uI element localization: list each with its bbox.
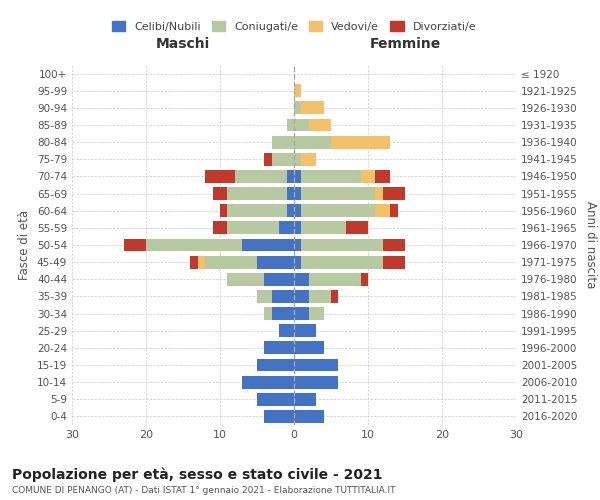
Bar <box>294 256 301 268</box>
Bar <box>294 136 331 148</box>
Y-axis label: Fasce di età: Fasce di età <box>19 210 31 280</box>
Bar <box>265 342 294 354</box>
Legend: Celibi/Nubili, Coniugati/e, Vedovi/e, Divorziati/e: Celibi/Nubili, Coniugati/e, Vedovi/e, Di… <box>107 16 481 36</box>
Text: COMUNE DI PENANGO (AT) - Dati ISTAT 1° gennaio 2021 - Elaborazione TUTTITALIA.IT: COMUNE DI PENANGO (AT) - Dati ISTAT 1° g… <box>12 486 395 495</box>
Bar <box>301 187 376 200</box>
Bar <box>212 187 227 200</box>
Text: Maschi: Maschi <box>156 38 210 52</box>
Bar <box>294 324 316 337</box>
Y-axis label: Anni di nascita: Anni di nascita <box>584 202 597 288</box>
Bar <box>265 410 294 423</box>
Bar <box>294 170 301 183</box>
Bar <box>279 222 294 234</box>
Bar <box>390 204 398 217</box>
Bar <box>220 204 227 217</box>
Bar <box>301 153 316 166</box>
Bar <box>309 273 361 285</box>
Bar <box>376 187 383 200</box>
Bar <box>257 358 294 372</box>
Bar <box>242 238 294 252</box>
Bar <box>124 238 146 252</box>
Bar <box>272 153 294 166</box>
Bar <box>279 324 294 337</box>
Bar <box>361 273 368 285</box>
Bar <box>294 410 323 423</box>
Bar <box>205 170 235 183</box>
Bar <box>294 204 301 217</box>
Bar <box>294 393 316 406</box>
Bar <box>227 204 287 217</box>
Bar <box>309 290 331 303</box>
Bar <box>383 256 405 268</box>
Bar <box>331 136 390 148</box>
Bar <box>227 187 287 200</box>
Bar <box>265 273 294 285</box>
Bar <box>265 153 272 166</box>
Bar <box>227 273 265 285</box>
Bar <box>376 170 390 183</box>
Bar <box>294 342 323 354</box>
Bar <box>257 256 294 268</box>
Bar <box>294 307 309 320</box>
Bar <box>294 153 301 166</box>
Bar <box>190 256 198 268</box>
Bar <box>346 222 368 234</box>
Bar <box>361 170 376 183</box>
Bar <box>301 102 323 114</box>
Bar <box>272 136 294 148</box>
Bar <box>294 102 301 114</box>
Bar <box>287 170 294 183</box>
Bar <box>294 376 338 388</box>
Bar <box>294 238 301 252</box>
Bar <box>309 118 331 132</box>
Bar <box>301 222 346 234</box>
Bar <box>198 256 205 268</box>
Bar <box>294 222 301 234</box>
Bar <box>287 118 294 132</box>
Bar <box>301 170 361 183</box>
Bar <box>272 307 294 320</box>
Bar <box>257 393 294 406</box>
Bar <box>309 307 323 320</box>
Bar <box>376 204 390 217</box>
Bar <box>301 256 383 268</box>
Bar <box>287 187 294 200</box>
Bar <box>242 376 294 388</box>
Bar <box>294 273 309 285</box>
Bar <box>383 187 405 200</box>
Bar <box>294 290 309 303</box>
Bar <box>205 256 257 268</box>
Text: Popolazione per età, sesso e stato civile - 2021: Popolazione per età, sesso e stato civil… <box>12 468 383 482</box>
Bar <box>287 204 294 217</box>
Bar <box>257 290 272 303</box>
Bar <box>301 238 383 252</box>
Bar <box>212 222 227 234</box>
Text: Femmine: Femmine <box>370 38 440 52</box>
Bar <box>272 290 294 303</box>
Bar <box>294 187 301 200</box>
Bar <box>294 358 338 372</box>
Bar <box>301 204 376 217</box>
Bar <box>294 84 301 97</box>
Bar <box>294 118 309 132</box>
Bar <box>235 170 287 183</box>
Bar <box>331 290 338 303</box>
Bar <box>227 222 279 234</box>
Bar <box>383 238 405 252</box>
Bar <box>265 307 272 320</box>
Bar <box>146 238 242 252</box>
